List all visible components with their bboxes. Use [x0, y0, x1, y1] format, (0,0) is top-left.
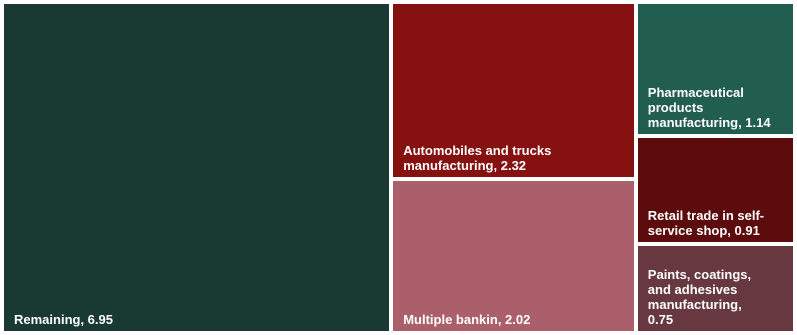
- treemap-tile: Multiple bankin, 2.02: [393, 180, 634, 331]
- treemap-tile: Retail trade in self- service shop, 0.91: [637, 137, 793, 242]
- treemap-tile: Remaining, 6.95: [4, 4, 390, 331]
- treemap-tile-label: Pharmaceutical products manufacturing, 1…: [647, 84, 771, 130]
- treemap-tile-label: Remaining, 6.95: [14, 312, 113, 327]
- treemap-tile-label: Retail trade in self- service shop, 0.91: [647, 207, 765, 238]
- treemap-tile-label: Automobiles and trucks manufacturing, 2.…: [403, 142, 552, 173]
- treemap-tile: Paints, coatings, and adhesives manufact…: [637, 245, 793, 331]
- treemap-tile: Automobiles and trucks manufacturing, 2.…: [393, 4, 634, 177]
- treemap-tile: Pharmaceutical products manufacturing, 1…: [637, 4, 793, 134]
- treemap-tile-label: Paints, coatings, and adhesives manufact…: [647, 266, 752, 327]
- treemap-tile-label: Multiple bankin, 2.02: [403, 311, 531, 327]
